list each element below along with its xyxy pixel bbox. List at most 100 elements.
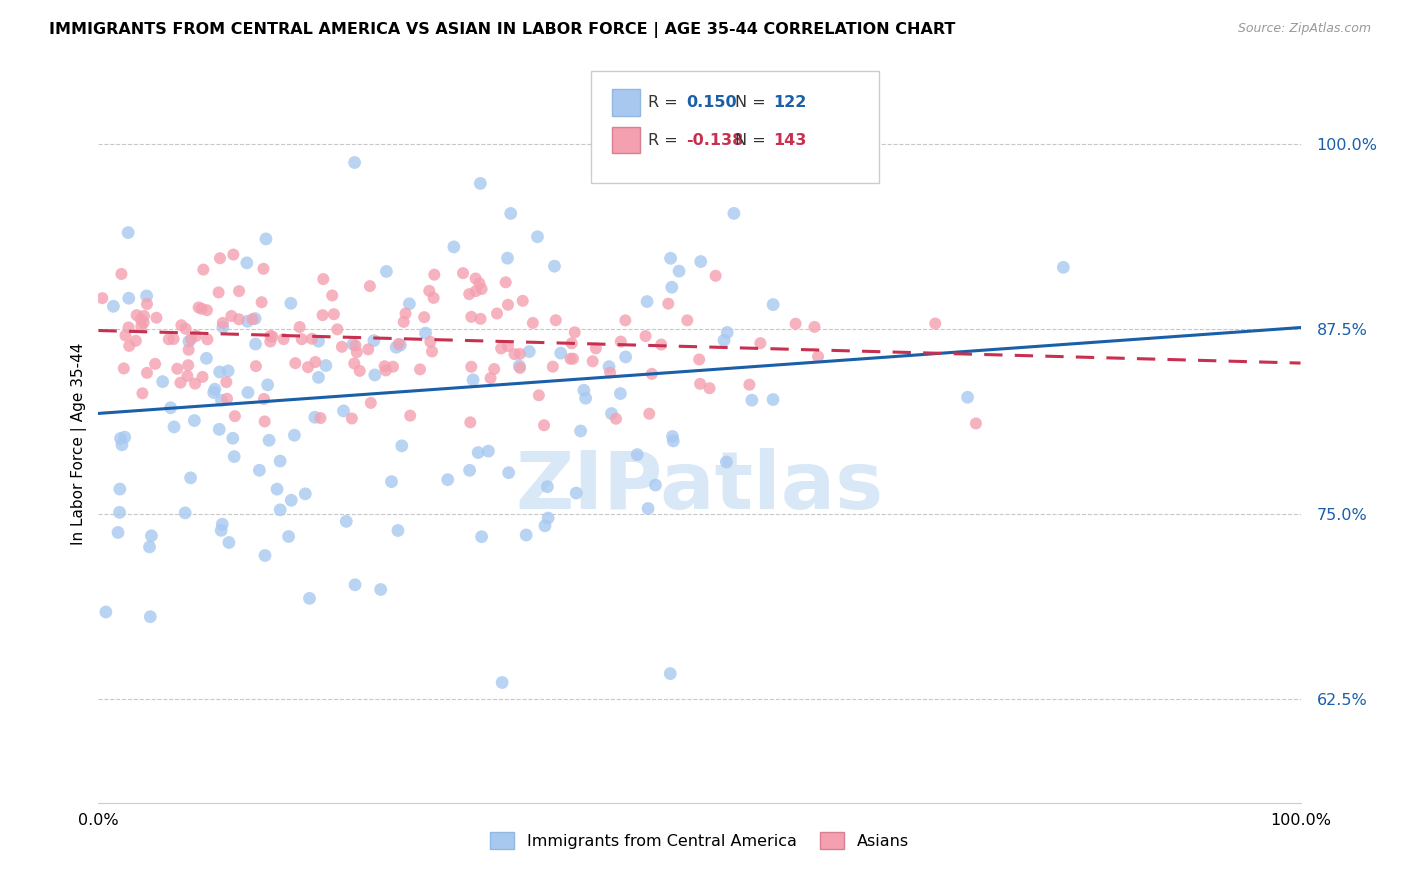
Point [380,475,402,489]
Point [187,301,209,315]
Point [118,291,141,305]
Point [389,338,412,352]
Point [236,256,259,270]
Point [291,332,314,346]
Point [436,473,458,487]
Point [565,486,588,500]
Point [668,264,690,278]
Point [359,279,381,293]
Point [689,254,711,268]
Point [343,356,366,370]
Point [228,284,250,298]
Point [423,268,446,282]
Point [374,363,396,377]
Point [636,294,658,309]
Point [312,272,335,286]
Point [522,316,544,330]
Point [676,313,699,327]
Point [138,540,160,554]
Point [253,414,276,428]
Point [713,333,735,347]
Point [208,365,231,379]
Point [762,297,785,311]
Point [470,177,492,191]
Point [762,392,785,407]
Point [537,511,560,525]
Point [283,428,305,442]
Point [659,666,682,681]
Point [496,298,519,312]
Point [418,284,440,298]
Point [114,430,136,444]
Point [495,275,517,289]
Point [259,328,281,343]
Point [614,350,637,364]
Point [209,524,232,538]
Text: ZIPatlas: ZIPatlas [516,448,883,526]
Point [610,334,633,349]
Point [364,368,387,382]
Point [689,376,711,391]
Point [392,315,415,329]
Point [560,351,582,366]
Point [215,375,238,389]
Point [533,418,555,433]
Point [344,338,367,352]
Text: R =: R = [648,133,678,147]
Point [346,345,368,359]
Point [541,359,564,374]
Point [609,386,631,401]
Point [470,311,492,326]
Point [422,291,444,305]
Point [543,259,565,273]
Point [245,337,267,351]
Point [699,381,721,395]
Point [288,320,311,334]
Point [965,417,987,431]
Point [464,271,486,285]
Point [145,310,167,325]
Text: 0.150: 0.150 [686,95,737,110]
Point [509,347,531,361]
Point [139,609,162,624]
Point [491,675,513,690]
Point [301,332,323,346]
Point [598,359,620,374]
Point [534,518,557,533]
Point [183,413,205,427]
Point [297,360,319,375]
Point [304,410,326,425]
Point [107,525,129,540]
Point [468,277,491,291]
Point [174,322,197,336]
Point [485,306,508,320]
Point [129,312,152,326]
Point [108,482,131,496]
Point [509,360,531,375]
Point [803,319,825,334]
Point [253,392,276,406]
Point [600,407,623,421]
Point [614,313,637,327]
Point [193,262,215,277]
Point [322,307,344,321]
Point [716,455,738,469]
Point [228,312,250,326]
Point [479,371,502,385]
Point [103,299,125,313]
Point [250,295,273,310]
Point [129,319,152,334]
Point [564,326,586,340]
Point [572,384,595,398]
Point [222,431,245,445]
Point [311,308,333,322]
Y-axis label: In Labor Force | Age 35-44: In Labor Force | Age 35-44 [72,343,87,545]
Point [515,528,537,542]
Point [195,303,218,318]
Point [582,354,605,368]
Point [482,362,505,376]
Point [471,282,494,296]
Point [363,334,385,348]
Point [245,359,267,373]
Point [180,332,202,346]
